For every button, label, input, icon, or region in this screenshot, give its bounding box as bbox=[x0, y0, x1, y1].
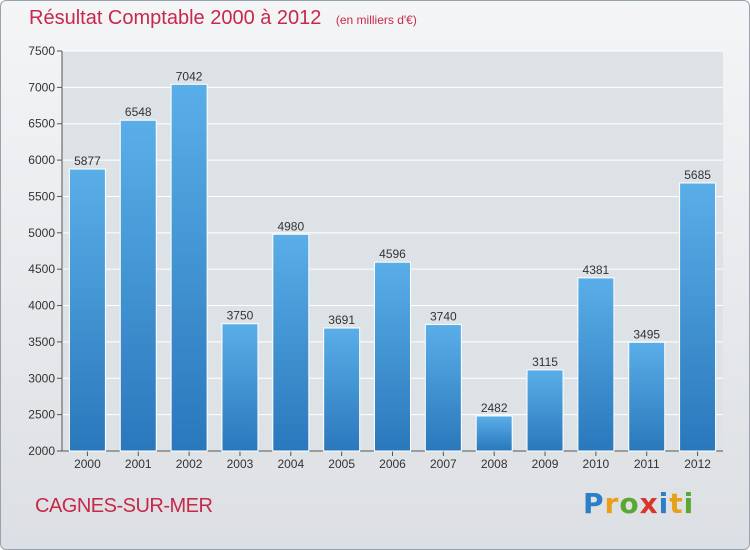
x-tick-label-2004: 2004 bbox=[277, 457, 304, 471]
y-tick-label: 2000 bbox=[28, 444, 55, 458]
x-tick-label-2006: 2006 bbox=[379, 457, 406, 471]
logo-letter: i bbox=[683, 487, 695, 520]
bar-2012 bbox=[679, 182, 717, 452]
bar-2003 bbox=[221, 323, 259, 452]
data-label-2009: 3115 bbox=[532, 355, 558, 369]
logo-letter: x bbox=[639, 487, 659, 520]
title-row: Résultat Comptable 2000 à 2012 (en milli… bbox=[29, 7, 417, 30]
data-label-2002: 7042 bbox=[176, 69, 203, 83]
y-tick-label: 6000 bbox=[28, 153, 55, 167]
proxiti-logo: Proxiti bbox=[583, 487, 694, 520]
data-label-2007: 3740 bbox=[430, 309, 457, 323]
data-label-2003: 3750 bbox=[227, 309, 254, 323]
y-tick-label: 5500 bbox=[28, 189, 55, 203]
data-label-2001: 6548 bbox=[125, 105, 152, 119]
bar-2005 bbox=[323, 327, 361, 452]
x-tick-label-2003: 2003 bbox=[227, 457, 254, 471]
x-tick-label-2002: 2002 bbox=[176, 457, 203, 471]
x-tick-label-2012: 2012 bbox=[684, 457, 711, 471]
data-label-2011: 3495 bbox=[633, 327, 660, 341]
data-label-2010: 4381 bbox=[583, 263, 610, 277]
bars bbox=[68, 83, 717, 452]
bar-2004 bbox=[272, 233, 310, 452]
y-tick-label: 2500 bbox=[28, 408, 55, 422]
y-tick-label: 7000 bbox=[28, 80, 55, 94]
x-tick-label-2010: 2010 bbox=[583, 457, 610, 471]
y-tick-label: 3500 bbox=[28, 335, 55, 349]
y-tick-label: 3000 bbox=[28, 371, 55, 385]
x-tick-label-2009: 2009 bbox=[532, 457, 559, 471]
bar-2011 bbox=[628, 341, 666, 452]
data-label-2008: 2482 bbox=[481, 401, 508, 415]
data-labels: 5877 6548 7042 3750 4980 3691 4596 3740 2482 3115… bbox=[74, 69, 711, 415]
y-tick-label: 5000 bbox=[28, 226, 55, 240]
bar-2008 bbox=[475, 415, 513, 452]
y-tick-label: 4500 bbox=[28, 262, 55, 276]
bar-2009 bbox=[526, 369, 564, 452]
bar-2000 bbox=[68, 168, 106, 452]
x-tick-label-2011: 2011 bbox=[634, 457, 660, 471]
data-label-2000: 5877 bbox=[74, 154, 101, 168]
x-tick-label-2000: 2000 bbox=[74, 457, 101, 471]
y-tick-label: 7500 bbox=[28, 44, 55, 58]
city-name: CAGNES-SUR-MER bbox=[35, 495, 213, 517]
y-tick-label: 4000 bbox=[28, 299, 55, 313]
axes: 2000 2500 3000 3500 4000 4500 5000 5500 6000 6500… bbox=[28, 44, 723, 471]
bar-2010 bbox=[577, 277, 615, 452]
chart-subtitle: (en milliers d'€) bbox=[335, 13, 417, 27]
logo-letter: o bbox=[619, 487, 640, 520]
y-tick-label: 6500 bbox=[28, 117, 55, 131]
bar-2002 bbox=[170, 83, 208, 452]
data-label-2012: 5685 bbox=[684, 168, 711, 182]
chart-title: Résultat Comptable 2000 à 2012 bbox=[29, 7, 322, 29]
data-label-2006: 4596 bbox=[379, 247, 406, 261]
bar-2006 bbox=[374, 261, 411, 452]
logo-letter: t bbox=[669, 487, 684, 520]
x-tick-label-2005: 2005 bbox=[328, 457, 355, 471]
data-label-2005: 3691 bbox=[328, 313, 355, 327]
logo-letter: i bbox=[658, 487, 670, 520]
bar-2007 bbox=[424, 323, 462, 452]
logo-letter: P bbox=[583, 487, 605, 520]
data-label-2004: 4980 bbox=[277, 219, 304, 233]
bar-2001 bbox=[119, 119, 157, 452]
logo-letter: r bbox=[604, 487, 620, 520]
x-tick-label-2007: 2007 bbox=[430, 457, 457, 471]
x-tick-label-2008: 2008 bbox=[481, 457, 508, 471]
x-tick-label-2001: 2001 bbox=[125, 457, 152, 471]
